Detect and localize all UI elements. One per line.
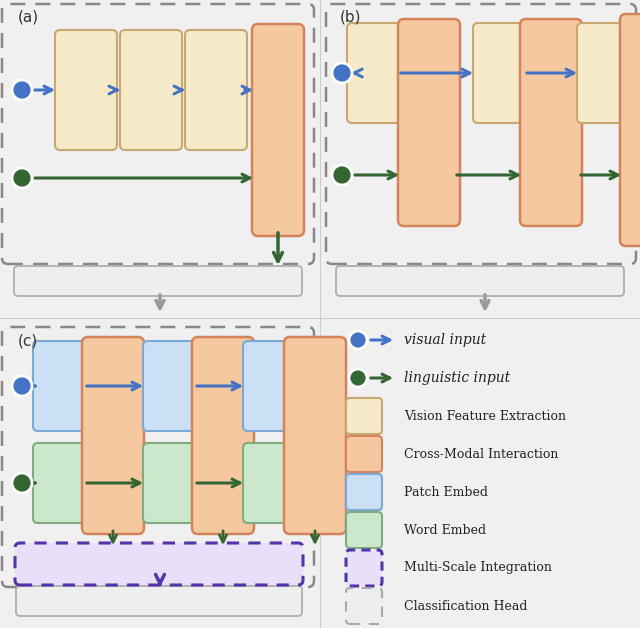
- Text: visual input: visual input: [404, 333, 486, 347]
- Text: (c): (c): [18, 333, 38, 348]
- Text: Cross-Modal Interaction: Cross-Modal Interaction: [404, 448, 558, 460]
- FancyBboxPatch shape: [346, 398, 382, 434]
- FancyBboxPatch shape: [346, 550, 382, 586]
- FancyBboxPatch shape: [16, 586, 302, 616]
- FancyBboxPatch shape: [346, 588, 382, 624]
- FancyBboxPatch shape: [143, 341, 197, 431]
- Circle shape: [12, 168, 32, 188]
- Text: Word Embed: Word Embed: [404, 524, 486, 536]
- Text: linguistic input: linguistic input: [404, 371, 510, 385]
- FancyBboxPatch shape: [346, 474, 382, 510]
- FancyBboxPatch shape: [192, 337, 254, 534]
- FancyBboxPatch shape: [243, 341, 297, 431]
- FancyBboxPatch shape: [82, 337, 144, 534]
- FancyBboxPatch shape: [473, 23, 527, 123]
- FancyBboxPatch shape: [120, 30, 182, 150]
- FancyBboxPatch shape: [284, 337, 346, 534]
- FancyBboxPatch shape: [577, 23, 631, 123]
- Circle shape: [12, 473, 32, 493]
- FancyBboxPatch shape: [620, 14, 640, 246]
- Circle shape: [332, 63, 352, 83]
- Text: Classification Head: Classification Head: [404, 600, 527, 612]
- FancyBboxPatch shape: [33, 443, 87, 523]
- FancyBboxPatch shape: [346, 436, 382, 472]
- FancyBboxPatch shape: [14, 266, 302, 296]
- Circle shape: [12, 376, 32, 396]
- FancyBboxPatch shape: [55, 30, 117, 150]
- FancyBboxPatch shape: [398, 19, 460, 226]
- Text: Vision Feature Extraction: Vision Feature Extraction: [404, 409, 566, 423]
- FancyBboxPatch shape: [15, 543, 303, 585]
- FancyBboxPatch shape: [520, 19, 582, 226]
- Text: (b): (b): [340, 10, 362, 25]
- FancyBboxPatch shape: [347, 23, 401, 123]
- FancyBboxPatch shape: [336, 266, 624, 296]
- Text: Multi-Scale Integration: Multi-Scale Integration: [404, 561, 552, 575]
- Text: Patch Embed: Patch Embed: [404, 485, 488, 499]
- Circle shape: [349, 331, 367, 349]
- Circle shape: [332, 165, 352, 185]
- Circle shape: [349, 369, 367, 387]
- FancyBboxPatch shape: [252, 24, 304, 236]
- Text: (a): (a): [18, 10, 39, 25]
- FancyBboxPatch shape: [185, 30, 247, 150]
- FancyBboxPatch shape: [143, 443, 197, 523]
- Circle shape: [12, 80, 32, 100]
- FancyBboxPatch shape: [33, 341, 87, 431]
- FancyBboxPatch shape: [346, 512, 382, 548]
- FancyBboxPatch shape: [243, 443, 297, 523]
